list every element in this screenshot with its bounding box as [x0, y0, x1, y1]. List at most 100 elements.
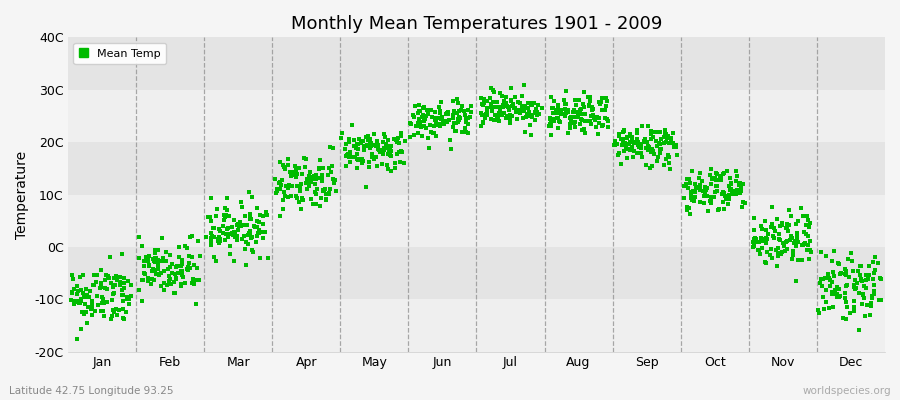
Point: [575, 127, 590, 134]
Point: [619, 135, 634, 141]
Point: [112, 279, 127, 285]
Point: [508, 105, 522, 111]
Point: [711, 205, 725, 212]
Point: [819, 286, 833, 293]
Point: [508, 94, 523, 100]
Point: [407, 132, 421, 138]
Point: [745, 239, 760, 245]
Point: [652, 141, 667, 148]
Point: [316, 165, 330, 171]
Point: [380, 162, 394, 168]
Point: [461, 120, 475, 127]
Point: [174, 280, 188, 287]
Point: [610, 141, 625, 147]
Point: [790, 230, 805, 236]
Point: [288, 163, 302, 170]
Point: [525, 114, 539, 120]
Point: [577, 118, 591, 124]
Point: [784, 213, 798, 219]
Point: [273, 158, 287, 165]
Point: [862, 263, 877, 270]
Point: [243, 228, 257, 234]
Point: [206, 225, 220, 232]
Point: [326, 176, 340, 182]
Point: [108, 282, 122, 288]
Point: [697, 193, 711, 200]
Point: [631, 142, 645, 148]
Point: [586, 106, 600, 112]
Point: [410, 120, 425, 126]
Point: [661, 152, 675, 158]
Point: [407, 114, 421, 121]
Point: [157, 258, 171, 264]
Point: [716, 170, 731, 176]
Point: [170, 262, 184, 269]
Point: [194, 252, 208, 259]
Point: [865, 293, 879, 300]
Point: [222, 230, 237, 237]
Point: [204, 242, 219, 248]
Point: [392, 159, 407, 165]
Point: [394, 148, 409, 154]
Point: [860, 301, 875, 308]
Point: [730, 187, 744, 194]
Point: [449, 128, 464, 134]
Point: [551, 106, 565, 112]
Point: [446, 115, 460, 121]
Point: [398, 138, 412, 144]
Point: [356, 158, 371, 164]
Point: [625, 134, 639, 140]
Point: [211, 238, 225, 244]
Point: [256, 234, 270, 241]
Point: [516, 104, 530, 111]
Point: [680, 207, 694, 213]
Point: [838, 290, 852, 296]
Point: [308, 181, 322, 187]
Point: [729, 189, 743, 196]
Point: [803, 220, 817, 226]
Point: [190, 265, 204, 272]
Point: [411, 130, 426, 136]
Point: [544, 123, 558, 130]
Point: [382, 145, 396, 151]
Point: [390, 151, 404, 158]
Point: [356, 143, 371, 150]
Point: [69, 298, 84, 304]
Point: [313, 195, 328, 202]
Point: [626, 144, 640, 150]
Bar: [68, 247, 885, 300]
Point: [74, 298, 88, 304]
Point: [801, 242, 815, 248]
Point: [75, 308, 89, 315]
Point: [449, 120, 464, 126]
Point: [461, 115, 475, 121]
Point: [243, 215, 257, 222]
Point: [381, 151, 395, 157]
Point: [516, 115, 530, 121]
Point: [423, 122, 437, 128]
Point: [443, 137, 457, 143]
Point: [464, 114, 478, 120]
Point: [252, 219, 266, 226]
Point: [241, 230, 256, 236]
Point: [361, 133, 375, 139]
Point: [829, 291, 843, 297]
Point: [464, 109, 478, 115]
Point: [339, 152, 354, 159]
Point: [644, 148, 659, 155]
Point: [634, 150, 648, 156]
Point: [765, 204, 779, 210]
Point: [854, 276, 868, 282]
Point: [245, 246, 259, 253]
Point: [174, 283, 188, 290]
Point: [687, 188, 701, 194]
Point: [518, 82, 532, 88]
Point: [830, 294, 844, 300]
Point: [420, 107, 435, 114]
Point: [558, 106, 572, 112]
Point: [698, 184, 713, 191]
Point: [704, 200, 718, 206]
Point: [758, 258, 772, 265]
Point: [350, 151, 365, 157]
Point: [766, 232, 780, 239]
